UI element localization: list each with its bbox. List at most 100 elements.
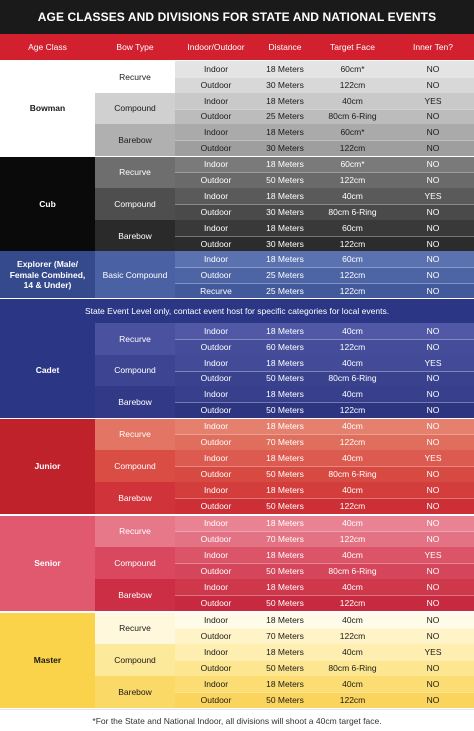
row-divider <box>175 594 474 596</box>
table-header-row: Age Class Bow Type Indoor/Outdoor Distan… <box>0 34 474 60</box>
table-cell-indoor-outdoor: Indoor <box>175 354 257 371</box>
table-cell-indoor-outdoor: Outdoor <box>175 531 257 548</box>
table-cell-target-face: 40cm <box>313 386 392 403</box>
table-cell-target-face: 40cm <box>313 481 392 498</box>
table-cell-indoor-outdoor: Indoor <box>175 450 257 467</box>
row-divider <box>175 282 474 284</box>
table-cell-distance: 18 Meters <box>257 418 313 435</box>
table-cell-target-face: 80cm 6-Ring <box>313 108 392 125</box>
table-cell-distance: 30 Meters <box>257 204 313 220</box>
table-cell-distance: 50 Meters <box>257 691 313 708</box>
table-cell-inner-ten: NO <box>392 481 474 498</box>
table-cell-indoor-outdoor: Indoor <box>175 675 257 692</box>
table-cell-indoor-outdoor: Indoor <box>175 644 257 661</box>
table-cell-indoor-outdoor: Outdoor <box>175 140 257 157</box>
table-cell-target-face: 40cm <box>313 354 392 371</box>
header-bow-type: Bow Type <box>116 42 154 52</box>
row-divider <box>175 76 474 78</box>
age-class-label: Junior <box>0 418 95 514</box>
table-cell-distance: 18 Meters <box>257 251 313 267</box>
header-age-class: Age Class <box>28 42 67 52</box>
table-cell-indoor-outdoor: Indoor <box>175 323 257 339</box>
table-cell-target-face: 60cm* <box>313 156 392 173</box>
table-cell-target-face: 122cm <box>313 172 392 189</box>
table-cell-distance: 18 Meters <box>257 547 313 564</box>
table-cell-distance: 70 Meters <box>257 628 313 645</box>
table-cell-target-face: 80cm 6-Ring <box>313 660 392 676</box>
age-class-label: Senior <box>0 515 95 611</box>
table-cell-inner-ten: YES <box>392 92 474 109</box>
table-cell-indoor-outdoor: Indoor <box>175 386 257 403</box>
table-cell-distance: 25 Meters <box>257 266 313 283</box>
table-cell-inner-ten: NO <box>392 156 474 173</box>
header-distance: Distance <box>268 42 302 52</box>
table-cell-indoor-outdoor: Indoor <box>175 188 257 205</box>
table-cell-distance: 50 Meters <box>257 466 313 482</box>
table-cell-inner-ten: NO <box>392 434 474 451</box>
table-cell-target-face: 122cm <box>313 338 392 355</box>
table-cell-target-face: 60cm <box>313 219 392 236</box>
footnote: *For the State and National Indoor, all … <box>0 709 474 731</box>
table-cell-distance: 18 Meters <box>257 92 313 109</box>
row-divider <box>175 660 474 662</box>
table-cell-inner-ten: NO <box>392 76 474 93</box>
header-indoor-outdoor: Indoor/Outdoor <box>187 42 245 52</box>
table-cell-target-face: 122cm <box>313 76 392 93</box>
table-cell-target-face: 40cm <box>313 612 392 629</box>
bow-type-label: Barebow <box>95 675 175 708</box>
table-cell-inner-ten: NO <box>392 172 474 189</box>
table-cell-indoor-outdoor: Indoor <box>175 418 257 435</box>
row-divider <box>175 531 474 533</box>
table-cell-target-face: 60cm* <box>313 61 392 77</box>
row-divider <box>175 140 474 142</box>
table-cell-inner-ten: YES <box>392 644 474 661</box>
row-divider <box>175 338 474 340</box>
table-cell-inner-ten: YES <box>392 354 474 371</box>
table-cell-target-face: 80cm 6-Ring <box>313 204 392 220</box>
table-cell-target-face: 40cm <box>313 515 392 532</box>
table-cell-distance: 18 Meters <box>257 219 313 236</box>
bow-type-label: Recurve <box>95 156 175 189</box>
row-divider <box>175 563 474 565</box>
table-cell-target-face: 122cm <box>313 691 392 708</box>
table-cell-indoor-outdoor: Indoor <box>175 547 257 564</box>
table-cell-distance: 30 Meters <box>257 140 313 157</box>
age-class-label: Explorer (Male/ Female Combined, 14 & Un… <box>0 251 95 299</box>
table-cell-indoor-outdoor: Outdoor <box>175 370 257 387</box>
table-cell-inner-ten: NO <box>392 594 474 611</box>
table-cell-distance: 18 Meters <box>257 386 313 403</box>
table-cell-indoor-outdoor: Outdoor <box>175 76 257 93</box>
table-cell-target-face: 122cm <box>313 531 392 548</box>
table-cell-inner-ten: NO <box>392 338 474 355</box>
table-cell-target-face: 40cm <box>313 92 392 109</box>
age-class-label: Master <box>0 612 95 708</box>
table-cell-distance: 60 Meters <box>257 338 313 355</box>
table-cell-inner-ten: NO <box>392 660 474 676</box>
bow-type-label: Compound <box>95 354 175 387</box>
table-cell-target-face: 80cm 6-Ring <box>313 466 392 482</box>
row-divider <box>175 204 474 206</box>
row-divider <box>175 370 474 372</box>
table-cell-distance: 50 Meters <box>257 370 313 387</box>
table-cell-indoor-outdoor: Indoor <box>175 61 257 77</box>
table-cell-inner-ten: NO <box>392 323 474 339</box>
table-cell-inner-ten: YES <box>392 450 474 467</box>
age-class-label: Cadet <box>0 323 95 419</box>
table-cell-target-face: 40cm <box>313 547 392 564</box>
table-cell-distance: 25 Meters <box>257 108 313 125</box>
table-cell-inner-ten: NO <box>392 628 474 645</box>
table-cell-target-face: 40cm <box>313 675 392 692</box>
table-cell-distance: 18 Meters <box>257 578 313 595</box>
age-class-label: Bowman <box>0 61 95 157</box>
table-cell-target-face: 40cm <box>313 323 392 339</box>
age-class-label: Cub <box>0 156 95 252</box>
table-cell-indoor-outdoor: Indoor <box>175 612 257 629</box>
table-cell-indoor-outdoor: Indoor <box>175 92 257 109</box>
table-cell-target-face: 122cm <box>313 628 392 645</box>
table-cell-target-face: 40cm <box>313 644 392 661</box>
bow-type-label: Recurve <box>95 515 175 548</box>
table-cell-distance: 18 Meters <box>257 156 313 173</box>
bow-type-label: Barebow <box>95 124 175 157</box>
table-cell-target-face: 40cm <box>313 188 392 205</box>
table-cell-inner-ten: NO <box>392 370 474 387</box>
